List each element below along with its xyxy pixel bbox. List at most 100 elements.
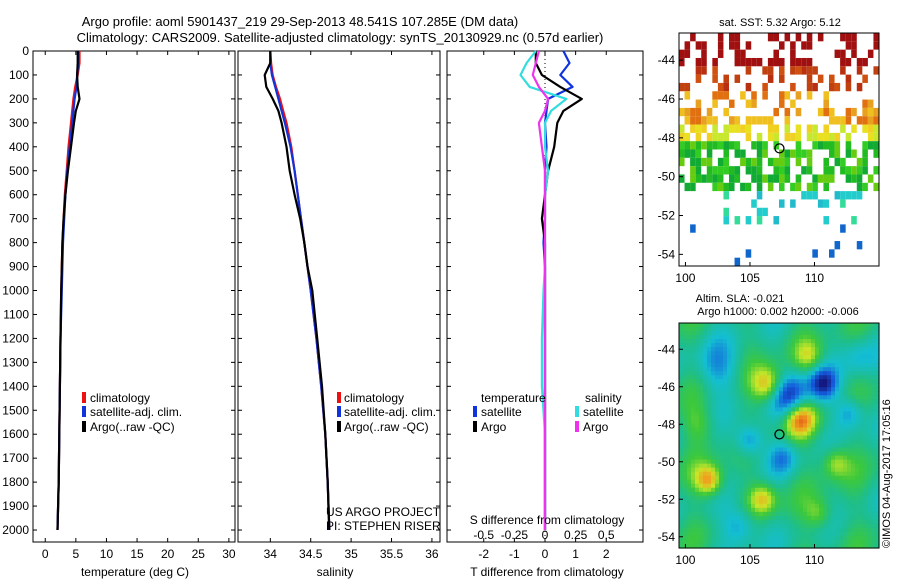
sla-cell xyxy=(775,339,780,344)
sla-cell xyxy=(811,419,816,425)
sla-cell xyxy=(847,407,852,412)
sla-cell xyxy=(715,523,720,529)
sla-cell xyxy=(867,527,872,533)
sla-cell xyxy=(743,471,748,477)
sla-cell xyxy=(699,411,704,417)
sla-cell xyxy=(735,423,740,429)
sla-cell xyxy=(715,407,720,412)
sla-cell xyxy=(783,355,788,360)
sla-cell xyxy=(835,399,840,404)
sla-cell xyxy=(779,359,784,364)
sla-cell xyxy=(759,475,764,481)
sla-cell xyxy=(875,427,880,433)
sla-cell xyxy=(831,395,836,400)
sla-cell xyxy=(751,335,756,340)
sla-cell xyxy=(719,375,724,380)
sst-pixel xyxy=(723,216,729,225)
sla-cell xyxy=(715,435,720,441)
sla-cell xyxy=(839,359,844,364)
sla-cell xyxy=(739,479,744,485)
sla-cell xyxy=(759,527,764,533)
sla-cell xyxy=(795,539,800,545)
sla-cell xyxy=(847,379,852,384)
sst-pixel xyxy=(773,107,779,117)
sla-cell xyxy=(799,395,804,400)
sla-cell xyxy=(795,395,800,400)
sla-cell xyxy=(707,531,712,537)
sla-cell xyxy=(711,363,716,368)
sla-cell xyxy=(827,443,832,449)
sla-cell xyxy=(851,467,856,473)
sla-cell xyxy=(779,371,784,376)
sla-cell xyxy=(715,483,720,489)
sla-cell xyxy=(875,387,880,392)
sst-pixel xyxy=(712,116,718,125)
sst-pixel xyxy=(745,157,752,167)
sla-cell xyxy=(731,539,736,545)
sla-cell xyxy=(739,515,744,521)
sla-cell xyxy=(795,331,800,336)
sst-pixel xyxy=(734,49,741,58)
sla-cell xyxy=(691,399,696,404)
sla-cell xyxy=(847,351,852,356)
sst-pixel xyxy=(740,157,746,167)
sla-cell xyxy=(795,507,800,513)
sst-pixel xyxy=(856,66,863,75)
sst-pixel xyxy=(717,141,724,150)
sst-pixel xyxy=(717,82,724,92)
sla-cell xyxy=(695,451,700,457)
sla-cell xyxy=(851,339,856,344)
sla-cell xyxy=(807,443,812,449)
sla-cell xyxy=(823,439,828,445)
sla-cell xyxy=(743,427,748,433)
sla-cell xyxy=(679,491,684,497)
sla-cell xyxy=(823,435,828,441)
sla-cell xyxy=(811,423,816,429)
sla-cell xyxy=(835,359,840,364)
sla-cell xyxy=(791,363,796,368)
sla-cell xyxy=(775,439,780,445)
sla-cell xyxy=(763,359,768,364)
sla-cell xyxy=(783,435,788,441)
sla-cell xyxy=(851,483,856,489)
sla-cell xyxy=(687,403,692,408)
sla-cell xyxy=(731,351,736,356)
sla-cell xyxy=(735,467,740,473)
sla-cell xyxy=(839,367,844,372)
sla-cell xyxy=(751,443,756,449)
sla-cell xyxy=(823,451,828,457)
sla-cell xyxy=(775,431,780,437)
sla-cell xyxy=(811,339,816,344)
sla-cell xyxy=(747,411,752,417)
sla-cell xyxy=(779,395,784,400)
sst-pixel xyxy=(867,99,874,108)
sla-cell xyxy=(815,415,820,421)
sla-cell xyxy=(711,467,716,473)
sst-pixel xyxy=(779,182,785,192)
sla-cell xyxy=(703,499,708,505)
sla-cell xyxy=(823,363,828,368)
sla-cell xyxy=(827,359,832,364)
sla-cell xyxy=(779,507,784,513)
sla-cell xyxy=(723,335,728,340)
sla-cell xyxy=(811,379,816,384)
sla-cell xyxy=(851,539,856,545)
legend-label-sal-satellite: satellite xyxy=(583,405,624,419)
sst-pixel xyxy=(695,116,702,125)
sla-cell xyxy=(735,447,740,453)
sla-cell xyxy=(851,391,856,396)
sla-cell xyxy=(739,443,744,449)
sla-cell xyxy=(767,523,772,529)
sla-cell xyxy=(847,363,852,368)
sla-cell xyxy=(835,391,840,396)
sla-cell xyxy=(739,483,744,489)
sla-cell xyxy=(831,487,836,493)
sla-cell xyxy=(683,351,688,356)
sla-cell xyxy=(835,483,840,489)
sla-cell xyxy=(795,467,800,473)
sla-cell xyxy=(719,483,724,489)
sla-cell xyxy=(787,415,792,421)
sla-cell xyxy=(719,347,724,352)
sla-cell xyxy=(795,515,800,521)
sla-cell xyxy=(767,531,772,537)
